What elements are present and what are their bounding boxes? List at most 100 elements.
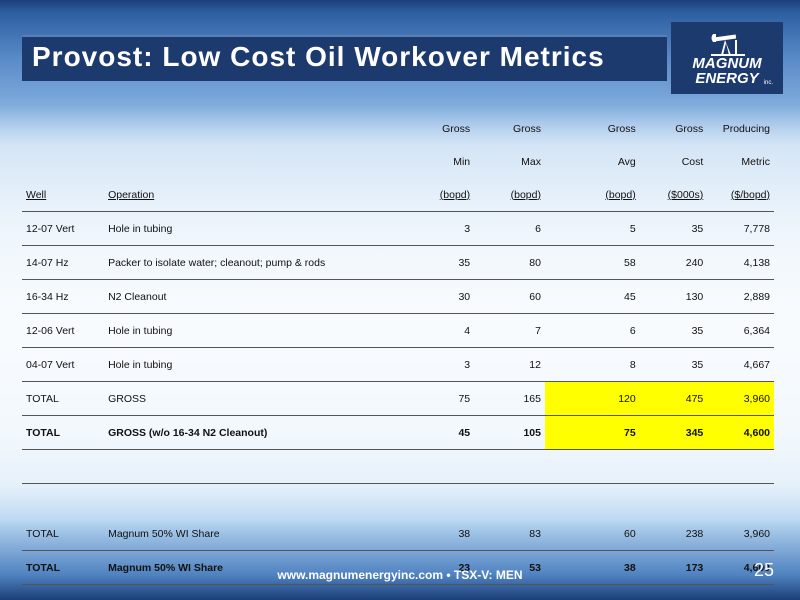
gross-cost-cell: 130 bbox=[639, 279, 708, 314]
share-gross-cost: 238 bbox=[639, 517, 708, 551]
total-gross-max: 165 bbox=[474, 381, 545, 416]
total-gross-cost: 475 bbox=[639, 381, 708, 416]
gross-cost-cell: 35 bbox=[639, 313, 708, 348]
producing-metric-cell: 6,364 bbox=[707, 313, 774, 348]
total-producing-metric: 4,600 bbox=[707, 415, 774, 450]
col-producing-metric-unit: ($/bopd) bbox=[730, 188, 770, 201]
gross-avg-cell: 45 bbox=[568, 279, 640, 314]
page-number: 25 bbox=[753, 560, 774, 580]
share-gross-min: 38 bbox=[373, 517, 475, 551]
share-operation: Magnum 50% WI Share bbox=[108, 550, 374, 585]
spacer-row bbox=[22, 449, 774, 484]
header-row-2: Min Max Avg Cost Metric bbox=[22, 145, 774, 178]
total-gross-min: 45 bbox=[373, 415, 475, 450]
total-gross-excl-row: TOTAL GROSS (w/o 16-34 N2 Cleanout) 45 1… bbox=[22, 415, 774, 450]
total-producing-metric: 3,960 bbox=[707, 381, 774, 416]
header-gross-avg-line1: Gross bbox=[607, 122, 636, 135]
header-gross-cost-line1: Gross bbox=[675, 122, 704, 135]
operation-cell: Packer to isolate water; cleanout; pump … bbox=[108, 245, 374, 280]
well-cell: 16-34 Hz bbox=[22, 279, 109, 314]
well-cell: 14-07 Hz bbox=[22, 245, 109, 280]
total-gross-cost: 345 bbox=[639, 415, 708, 450]
gross-avg-cell: 5 bbox=[568, 211, 640, 246]
header-gross-avg-line2: Avg bbox=[617, 155, 636, 168]
gross-avg-cell: 6 bbox=[568, 313, 640, 348]
title-bar: Provost: Low Cost Oil Workover Metrics bbox=[22, 35, 667, 81]
well-cell: 12-07 Vert bbox=[22, 211, 109, 246]
total-gross-avg: 120 bbox=[568, 381, 640, 416]
pumpjack-icon bbox=[711, 34, 745, 56]
producing-metric-cell: 2,889 bbox=[707, 279, 774, 314]
col-gross-cost-unit: ($000s) bbox=[667, 188, 704, 201]
total-gross-min: 75 bbox=[373, 381, 475, 416]
operation-cell: Hole in tubing bbox=[108, 313, 374, 348]
total-label: TOTAL bbox=[22, 517, 109, 551]
share-row: TOTAL Magnum 50% WI Share 38 83 60 238 3… bbox=[22, 517, 774, 551]
col-gross-avg-unit: (bopd) bbox=[605, 188, 636, 201]
total-operation: GROSS (w/o 16-34 N2 Cleanout) bbox=[108, 415, 374, 450]
share-producing-metric: 3,960 bbox=[707, 517, 774, 551]
share-gross-avg: 60 bbox=[568, 517, 640, 551]
header-gross-min-line2: Min bbox=[453, 155, 471, 168]
gross-min-cell: 3 bbox=[373, 347, 475, 382]
col-well-header: Well bbox=[26, 188, 47, 201]
gross-max-cell: 6 bbox=[474, 211, 545, 246]
header-row-1: Gross Gross Gross Gross Producing bbox=[22, 112, 774, 145]
gross-max-cell: 60 bbox=[474, 279, 545, 314]
header-producing-metric-line2: Metric bbox=[741, 155, 770, 168]
spacer-row bbox=[22, 484, 774, 518]
header-gross-max-line2: Max bbox=[521, 155, 541, 168]
operation-cell: N2 Cleanout bbox=[108, 279, 374, 314]
share-gross-min: 23 bbox=[373, 550, 475, 585]
share-row: TOTAL Magnum 50% WI Share 23 53 38 173 4… bbox=[22, 550, 774, 585]
gross-max-cell: 80 bbox=[474, 245, 545, 280]
share-producing-metric: 4,600 bbox=[707, 550, 774, 585]
gross-cost-cell: 35 bbox=[639, 347, 708, 382]
gross-cost-cell: 35 bbox=[639, 211, 708, 246]
share-gross-avg: 38 bbox=[568, 550, 640, 585]
footer-website: www.magnumenergyinc.com • TSX-V: MEN bbox=[277, 568, 523, 582]
units-row: Well Operation (bopd) (bopd) (bopd) ($00… bbox=[22, 178, 774, 212]
col-operation-header: Operation bbox=[108, 188, 155, 201]
total-gross-row: TOTAL GROSS 75 165 120 475 3,960 bbox=[22, 381, 774, 416]
producing-metric-cell: 4,667 bbox=[707, 347, 774, 382]
total-label: TOTAL bbox=[22, 381, 109, 416]
header-gross-min-line1: Gross bbox=[442, 122, 471, 135]
header-gross-max-line1: Gross bbox=[512, 122, 541, 135]
gross-min-cell: 35 bbox=[373, 245, 475, 280]
gross-max-cell: 7 bbox=[474, 313, 545, 348]
table-row: 04-07 Vert Hole in tubing 3 12 8 35 4,66… bbox=[22, 347, 774, 382]
table-row: 12-06 Vert Hole in tubing 4 7 6 35 6,364 bbox=[22, 313, 774, 348]
table-row: 14-07 Hz Packer to isolate water; cleano… bbox=[22, 245, 774, 280]
gross-avg-cell: 58 bbox=[568, 245, 640, 280]
producing-metric-cell: 4,138 bbox=[707, 245, 774, 280]
gross-max-cell: 12 bbox=[474, 347, 545, 382]
gross-cost-cell: 240 bbox=[639, 245, 708, 280]
logo-wordmark-top: MAGNUM bbox=[692, 55, 762, 72]
total-gross-avg: 75 bbox=[568, 415, 640, 450]
share-gross-max: 83 bbox=[474, 517, 545, 551]
operation-cell: Hole in tubing bbox=[108, 211, 374, 246]
producing-metric-cell: 7,778 bbox=[707, 211, 774, 246]
logo-wordmark-bottom: ENERGY bbox=[695, 70, 759, 87]
share-gross-max: 53 bbox=[474, 550, 545, 585]
total-operation: GROSS bbox=[108, 381, 374, 416]
company-logo: MAGNUM ENERGY inc. bbox=[671, 22, 783, 94]
gross-min-cell: 30 bbox=[373, 279, 475, 314]
well-cell: 12-06 Vert bbox=[22, 313, 109, 348]
col-gross-min-unit: (bopd) bbox=[439, 188, 471, 201]
total-label: TOTAL bbox=[22, 550, 109, 585]
share-operation: Magnum 50% WI Share bbox=[108, 517, 374, 551]
share-gross-cost: 173 bbox=[639, 550, 708, 585]
table-row: 12-07 Vert Hole in tubing 3 6 5 35 7,778 bbox=[22, 211, 774, 246]
gross-min-cell: 3 bbox=[373, 211, 475, 246]
page-title: Provost: Low Cost Oil Workover Metrics bbox=[32, 41, 605, 72]
well-cell: 04-07 Vert bbox=[22, 347, 109, 382]
total-gross-max: 105 bbox=[474, 415, 545, 450]
logo-inc: inc. bbox=[763, 80, 773, 86]
header-producing-metric-line1: Producing bbox=[722, 122, 770, 135]
total-label: TOTAL bbox=[22, 415, 109, 450]
col-gross-max-unit: (bopd) bbox=[510, 188, 541, 201]
gross-avg-cell: 8 bbox=[568, 347, 640, 382]
gross-min-cell: 4 bbox=[373, 313, 475, 348]
